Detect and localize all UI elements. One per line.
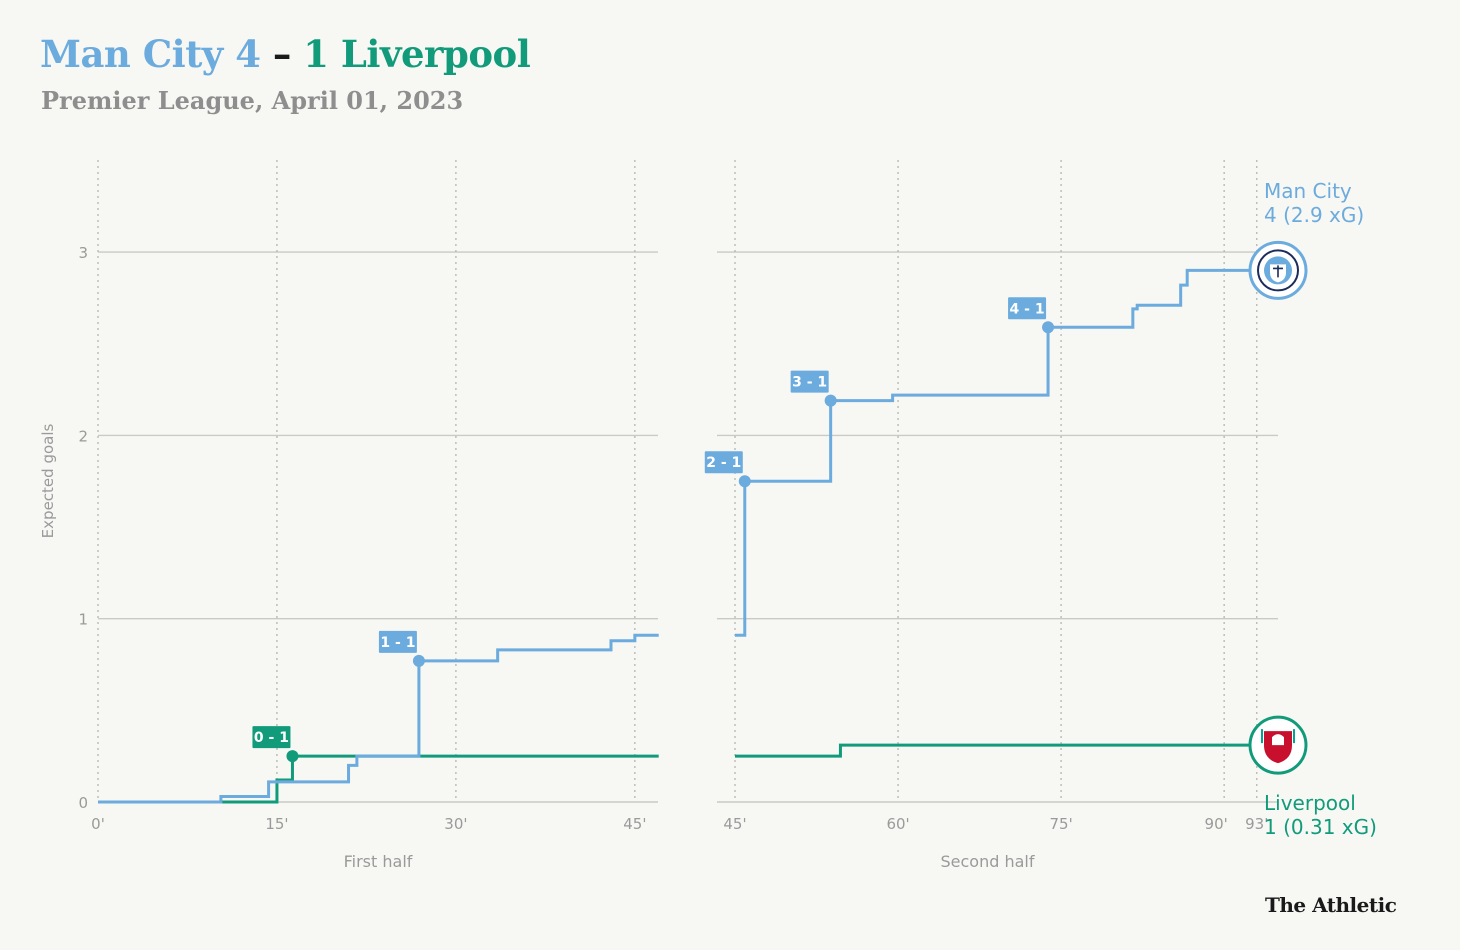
home-score-title: 4 [235,32,261,76]
x-tick-label: 0' [91,815,105,833]
goal-label-box [704,451,743,474]
x-tick-label: 93' [1245,815,1268,833]
man-city-crest-icon [1248,240,1308,300]
goal-label-box [1008,297,1047,320]
goal-label: 2 - 1 [706,455,741,471]
panel-label: First half [344,852,413,871]
home-end-label-score: 4 (2.9 xG) [1264,203,1364,227]
home-xg-line-second-half [735,268,1257,637]
x-tick-label: 90' [1205,815,1228,833]
goal-label: 4 - 1 [1010,301,1045,317]
x-tick-label: 60' [886,815,909,833]
score-separator: – [272,32,292,76]
x-tick-label: 45' [723,815,746,833]
away-end-label-name: Liverpool [1264,791,1356,815]
away-end-label-score: 1 (0.31 xG) [1264,815,1377,839]
goal-label-box [790,370,829,393]
goal-label-box [378,630,417,653]
away-score-title: 1 [303,32,329,76]
chart-subtitle: Premier League, April 01, 2023 [41,86,464,115]
y-axis-label: Expected goals [39,424,57,539]
brand-logo: The Athletic [1265,893,1397,917]
panel-label: Second half [941,852,1035,871]
x-tick-label: 30' [444,815,467,833]
away-team-title: Liverpool [340,32,531,76]
y-tick-label: 3 [78,244,88,262]
y-tick-label: 1 [78,611,88,629]
away-xg-line-second-half [735,743,1257,758]
goal-marker [1042,321,1055,334]
goal-label: 3 - 1 [792,375,827,391]
goal-label-box [252,726,291,749]
goal-marker [286,750,299,763]
goal-marker [824,394,837,407]
x-tick-label: 75' [1049,815,1072,833]
goal-marker [412,654,425,667]
liverpool-crest-icon [1248,715,1308,775]
y-tick-label: 0 [78,794,88,812]
x-tick-label: 45' [623,815,646,833]
goal-marker [738,475,751,488]
home-xg-line-first-half [98,633,659,804]
x-tick-label: 15' [265,815,288,833]
goal-label: 1 - 1 [380,635,415,651]
chart-title: Man City 4 – 1 Liverpool [40,32,531,76]
goal-label: 0 - 1 [254,730,289,746]
away-xg-line-first-half [220,754,659,804]
home-end-label-name: Man City [1264,179,1352,203]
y-tick-label: 2 [78,427,88,445]
home-team-title: Man City [40,32,223,76]
